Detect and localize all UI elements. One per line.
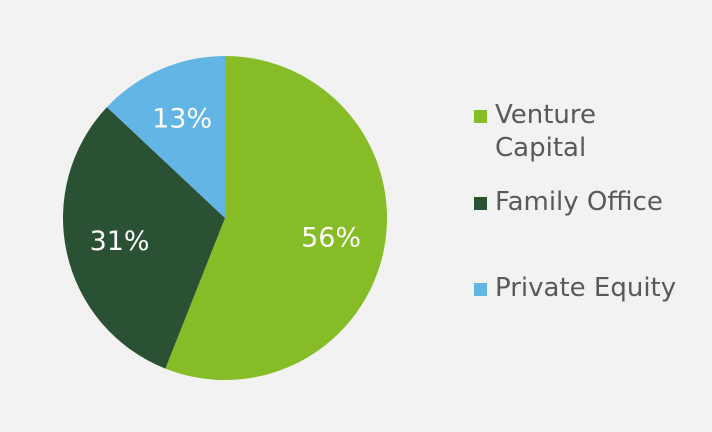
legend-label-venture-capital: Venture Capital <box>495 100 597 163</box>
legend-item-venture-capital: Venture Capital <box>474 99 596 165</box>
legend-label-private-equity: Private Equity <box>495 273 677 303</box>
legend-item-private-equity: Private Equity <box>474 272 676 305</box>
legend-swatch-venture-capital <box>474 110 487 123</box>
legend-label-family-office: Family Office <box>495 187 663 217</box>
legend-item-family-office: Family Office <box>474 186 663 219</box>
data-label-venture-capital: 56% <box>301 223 361 254</box>
legend-swatch-private-equity <box>474 283 487 296</box>
legend-swatch-family-office <box>474 197 487 210</box>
pie-slice-venture-capital <box>165 56 387 380</box>
pie-slice-private-equity <box>106 56 225 218</box>
data-label-private-equity: 13% <box>152 103 212 134</box>
data-label-family-office: 31% <box>90 226 150 257</box>
pie-slice-family-office <box>62 107 226 369</box>
